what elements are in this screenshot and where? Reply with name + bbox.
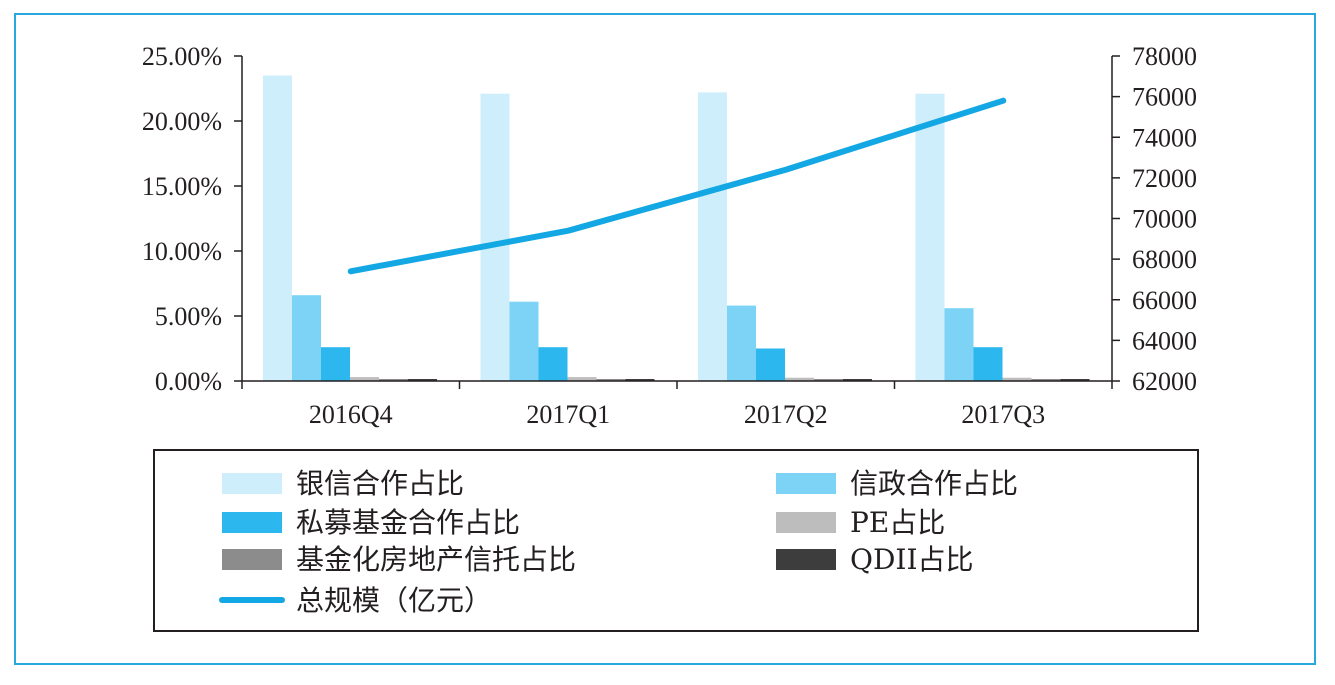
- bar-4-2017Q2: [814, 379, 843, 381]
- chart-frame: [14, 13, 1316, 665]
- bar-2-2017Q2: [756, 348, 785, 381]
- legend-swatch-0: [222, 473, 282, 494]
- left-tick-label: 5.00%: [155, 302, 222, 331]
- left-tick-label: 0.00%: [155, 367, 222, 396]
- x-tick-label: 2016Q4: [309, 400, 393, 429]
- bar-3-2017Q3: [1002, 377, 1032, 381]
- legend-swatch-4: [222, 549, 282, 570]
- legend-label-2: 私募基金合作占比: [296, 506, 520, 539]
- right-tick-label: 72000: [1132, 164, 1197, 193]
- legend-swatch-3: [776, 512, 836, 533]
- x-tick-label: 2017Q1: [526, 400, 610, 429]
- legend-label-1: 信政合作占比: [850, 467, 1018, 500]
- left-tick-label: 20.00%: [142, 107, 222, 136]
- bar-5-2017Q2: [843, 379, 872, 381]
- bar-0-2017Q3: [915, 93, 945, 381]
- bar-1-2017Q3: [944, 308, 974, 381]
- legend-label-5: QDII占比: [850, 543, 974, 576]
- bar-2-2017Q1: [538, 347, 568, 381]
- legend-swatch-2: [222, 512, 282, 533]
- x-tick-label: 2017Q2: [744, 400, 828, 429]
- bar-3-2017Q2: [785, 377, 814, 381]
- bar-0-2017Q2: [698, 92, 727, 382]
- legend-label-0: 银信合作占比: [296, 467, 464, 500]
- bar-4-2016Q4: [379, 379, 408, 381]
- right-tick-label: 74000: [1132, 123, 1197, 152]
- bar-1-2017Q2: [727, 305, 756, 381]
- bar-1-2016Q4: [292, 295, 321, 381]
- legend-label-4: 基金化房地产信托占比: [296, 543, 576, 576]
- axes-layer: 25.00% 20.00% 15.00% 10.00% 5.00% 0.00% 78000 7…: [142, 42, 1197, 429]
- legend-swatch-1: [776, 473, 836, 494]
- bar-5-2017Q1: [625, 379, 655, 381]
- legend-swatch-5: [776, 549, 836, 570]
- bar-1-2017Q1: [509, 301, 539, 381]
- right-tick-label: 62000: [1132, 367, 1197, 396]
- left-tick-label: 15.00%: [142, 172, 222, 201]
- legend-label-6: 总规模（亿元）: [296, 584, 492, 617]
- right-tick-label: 68000: [1132, 245, 1197, 274]
- x-tick-label: 2017Q3: [961, 400, 1045, 429]
- right-tick-label: 64000: [1132, 326, 1197, 355]
- bar-3-2017Q1: [567, 377, 597, 381]
- left-tick-label: 25.00%: [142, 42, 222, 71]
- right-tick-label: 78000: [1132, 42, 1197, 71]
- legend-box: [153, 449, 1199, 632]
- right-tick-label: 66000: [1132, 286, 1197, 315]
- bar-2-2016Q4: [321, 347, 350, 381]
- legend-label-3: PE占比: [850, 506, 945, 539]
- bar-0-2016Q4: [263, 75, 292, 381]
- left-tick-label: 10.00%: [142, 237, 222, 266]
- bar-2-2017Q3: [973, 347, 1003, 381]
- bars-layer: [263, 75, 1090, 382]
- bar-4-2017Q1: [596, 379, 626, 381]
- bar-5-2016Q4: [408, 379, 437, 381]
- total-scale-line: [347, 97, 1007, 275]
- bar-0-2017Q1: [480, 93, 510, 381]
- bar-3-2016Q4: [350, 377, 379, 381]
- right-tick-label: 70000: [1132, 205, 1197, 234]
- bar-4-2017Q3: [1031, 379, 1061, 381]
- right-tick-label: 76000: [1132, 83, 1197, 112]
- line-layer: [347, 97, 1007, 275]
- bar-5-2017Q3: [1060, 379, 1090, 381]
